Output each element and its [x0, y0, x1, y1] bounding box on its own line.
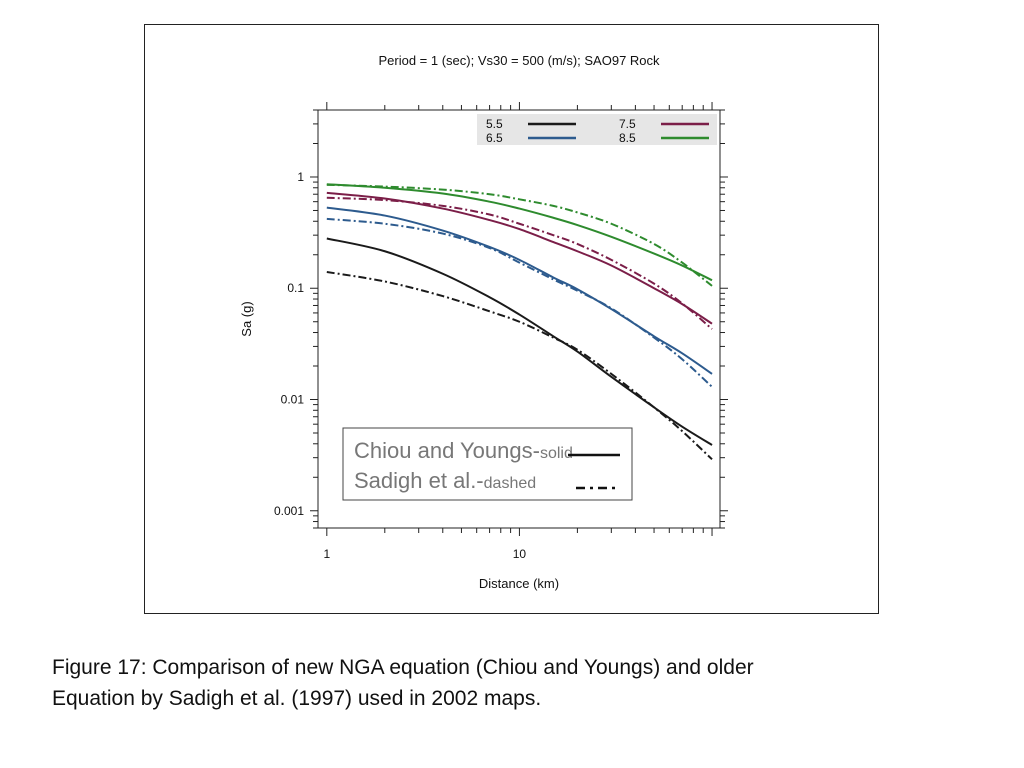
model-legend-label: Sadigh et al.-dashed: [354, 468, 536, 493]
series-line-7-5-chiou-youngs: [326, 191, 713, 325]
magnitude-legend-label: 5.5: [486, 117, 503, 131]
series-line-8-5-sadigh: [326, 183, 713, 287]
caption-line-1: Figure 17: Comparison of new NGA equatio…: [52, 656, 754, 679]
figure-caption: Figure 17: Comparison of new NGA equatio…: [52, 652, 992, 714]
chart-title: Period = 1 (sec); Vs30 = 500 (m/s); SAO9…: [378, 53, 660, 68]
y-tick-label: 0.001: [274, 504, 304, 518]
series-line-5-5-chiou-youngs: [326, 237, 713, 446]
y-axis-label: Sa (g): [239, 301, 254, 336]
series-line-8-5-chiou-youngs: [326, 183, 713, 282]
series-line-7-5-sadigh: [326, 196, 713, 330]
axis-ticks: 1 10 1 0.1 0.01 0.001: [274, 102, 728, 561]
caption-line-2: Equation by Sadigh et al. (1997) used in…: [52, 687, 542, 710]
model-legend-label-style: dashed: [484, 475, 537, 492]
model-legend-label: Chiou and Youngs-solid: [354, 438, 573, 463]
magnitude-legend-box: [477, 114, 717, 145]
x-axis-label: Distance (km): [479, 576, 559, 591]
model-legend-label-main: Sadigh et al.-: [354, 468, 484, 493]
magnitude-legend-label: 6.5: [486, 131, 503, 145]
magnitude-legend-label: 8.5: [619, 131, 636, 145]
y-tick-label: 0.01: [281, 393, 305, 407]
x-tick-label: 10: [513, 547, 527, 561]
series-line-6-5-chiou-youngs: [326, 206, 713, 375]
magnitude-legend-label: 7.5: [619, 117, 636, 131]
series-line-5-5-sadigh: [326, 271, 713, 461]
x-tick-label: 1: [323, 547, 330, 561]
model-legend-label-style: solid: [540, 445, 573, 462]
y-tick-label: 0.1: [287, 281, 304, 295]
series-layer: [326, 183, 713, 461]
model-legend-label-main: Chiou and Youngs-: [354, 438, 540, 463]
series-line-6-5-sadigh: [326, 217, 713, 388]
magnitude-legend: 5.5 7.5 6.5 8.5: [477, 114, 717, 145]
y-tick-label: 1: [297, 170, 304, 184]
